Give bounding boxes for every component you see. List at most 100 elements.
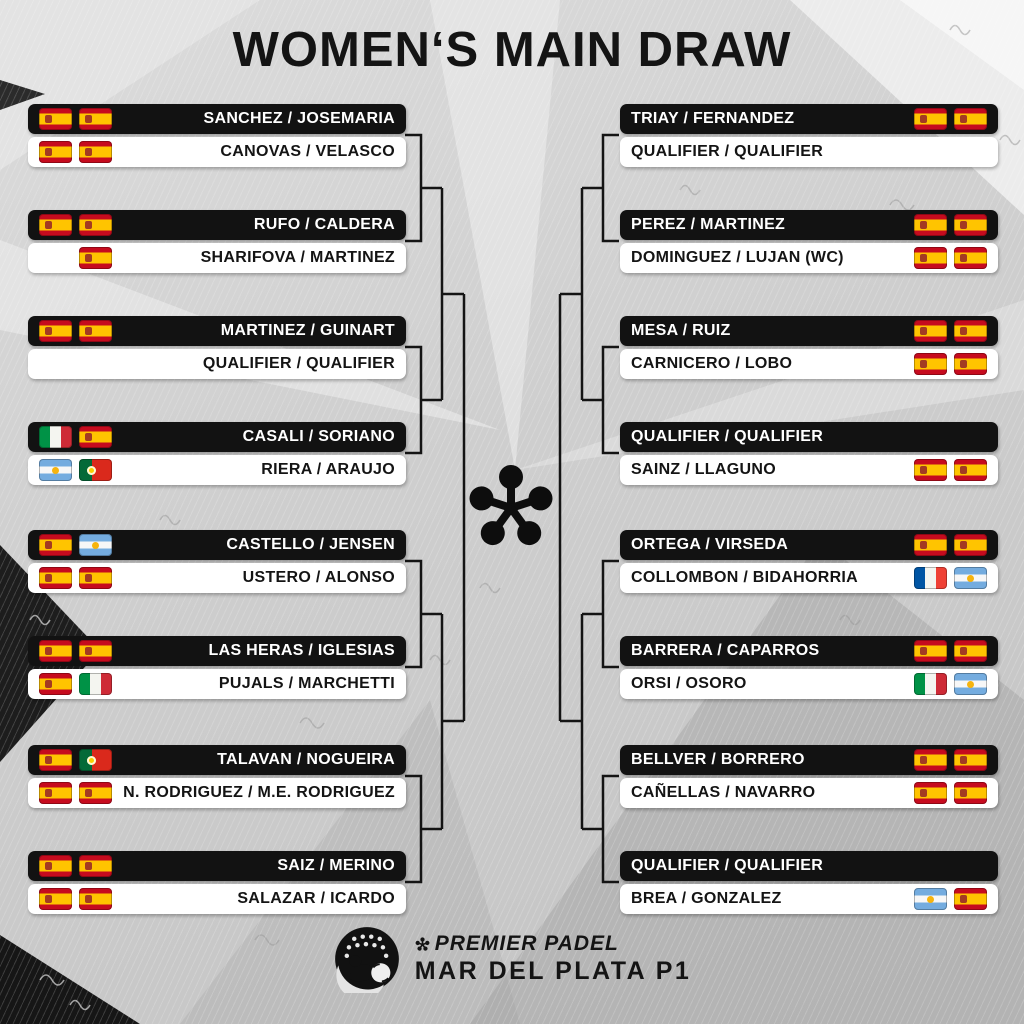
team-flags	[914, 320, 987, 342]
team-row: CASALI / SORIANO	[28, 422, 406, 452]
team-flags	[914, 426, 987, 448]
match-l6: LAS HERAS / IGLESIAS PUJALS / MARCHETTI	[28, 636, 406, 702]
team-name: PEREZ / MARTINEZ	[631, 216, 786, 233]
team-flags	[39, 426, 112, 448]
flag-icon	[79, 426, 112, 448]
match-r8: QUALIFIER / QUALIFIER BREA / GONZALEZ	[620, 851, 998, 917]
sea-lion-padel-ball-logo	[334, 927, 399, 993]
team-name: MARTINEZ / GUINART	[220, 322, 395, 339]
team-flags	[914, 534, 987, 556]
team-flags	[914, 353, 987, 375]
team-name: TRIAY / FERNANDEZ	[631, 110, 795, 127]
flag-icon	[39, 426, 72, 448]
flag-icon	[914, 247, 947, 269]
team-flags	[39, 567, 112, 589]
team-flags	[39, 247, 112, 269]
match-l1: SANCHEZ / JOSEMARIA CANOVAS / VELASCO	[28, 104, 406, 170]
flag-icon	[79, 782, 112, 804]
flag-icon	[914, 673, 947, 695]
match-l2: RUFO / CALDERA SHARIFOVA / MARTINEZ	[28, 210, 406, 276]
flag-icon	[39, 567, 72, 589]
team-row: ORSI / OSORO	[620, 669, 998, 699]
flag-icon	[914, 320, 947, 342]
team-name: ORSI / OSORO	[631, 675, 747, 692]
footer-text: PREMIER PADEL MAR DEL PLATA P1	[415, 932, 692, 986]
match-l7: TALAVAN / NOGUEIRA N. RODRIGUEZ / M.E. R…	[28, 745, 406, 811]
team-flags	[39, 459, 112, 481]
team-flags	[914, 214, 987, 236]
team-name: CARNICERO / LOBO	[631, 355, 793, 372]
team-flags	[914, 782, 987, 804]
team-name: PUJALS / MARCHETTI	[218, 675, 395, 692]
team-name: DOMINGUEZ / LUJAN (WC)	[631, 249, 844, 266]
team-flags	[39, 782, 112, 804]
match-r1: TRIAY / FERNANDEZ QUALIFIER / QUALIFIER	[620, 104, 998, 170]
event-name: MAR DEL PLATA P1	[414, 957, 692, 985]
team-name: USTERO / ALONSO	[242, 569, 395, 586]
team-row: CARNICERO / LOBO	[620, 349, 998, 379]
team-flags	[914, 567, 987, 589]
team-name: BREA / GONZALEZ	[631, 890, 782, 907]
team-row: CAÑELLAS / NAVARRO	[620, 778, 998, 808]
footer: PREMIER PADEL MAR DEL PLATA P1	[0, 925, 1024, 993]
team-row: CASTELLO / JENSEN	[28, 530, 406, 560]
team-name: MESA / RUIZ	[631, 322, 731, 339]
team-row: SAINZ / LLAGUNO	[620, 455, 998, 485]
flag-icon	[954, 247, 987, 269]
match-l5: CASTELLO / JENSEN USTERO / ALONSO	[28, 530, 406, 596]
team-row: RIERA / ARAUJO	[28, 455, 406, 485]
team-name: QUALIFIER / QUALIFIER	[631, 857, 824, 874]
flag-icon	[39, 534, 72, 556]
team-name: COLLOMBON / BIDAHORRIA	[631, 569, 859, 586]
team-row: QUALIFIER / QUALIFIER	[620, 851, 998, 881]
team-flags	[39, 214, 112, 236]
team-flags	[914, 749, 987, 771]
team-row: PEREZ / MARTINEZ	[620, 210, 998, 240]
team-flags	[914, 141, 987, 163]
match-r2: PEREZ / MARTINEZ DOMINGUEZ / LUJAN (WC)	[620, 210, 998, 276]
team-row: TRIAY / FERNANDEZ	[620, 104, 998, 134]
flag-icon	[954, 673, 987, 695]
flag-icon	[39, 640, 72, 662]
team-row: QUALIFIER / QUALIFIER	[620, 137, 998, 167]
team-row: BREA / GONZALEZ	[620, 884, 998, 914]
team-name: LAS HERAS / IGLESIAS	[208, 642, 395, 659]
team-row: SANCHEZ / JOSEMARIA	[28, 104, 406, 134]
team-row: QUALIFIER / QUALIFIER	[28, 349, 406, 379]
team-flags	[39, 320, 112, 342]
flag-icon	[79, 320, 112, 342]
team-row: ORTEGA / VIRSEDA	[620, 530, 998, 560]
team-row: RUFO / CALDERA	[28, 210, 406, 240]
flag-icon	[914, 214, 947, 236]
team-flags	[914, 888, 987, 910]
flag-icon	[914, 749, 947, 771]
team-name: RUFO / CALDERA	[253, 216, 395, 233]
team-name: N. RODRIGUEZ / M.E. RODRIGUEZ	[123, 784, 395, 801]
flag-icon	[39, 888, 72, 910]
team-row: BARRERA / CAPARROS	[620, 636, 998, 666]
team-row: DOMINGUEZ / LUJAN (WC)	[620, 243, 998, 273]
match-r4: QUALIFIER / QUALIFIER SAINZ / LLAGUNO	[620, 422, 998, 488]
flag-icon	[954, 320, 987, 342]
flag-icon	[79, 888, 112, 910]
brand-name: PREMIER PADEL	[434, 932, 619, 955]
flag-icon	[39, 214, 72, 236]
flag-icon	[79, 534, 112, 556]
team-flags	[39, 353, 112, 375]
flag-icon	[954, 782, 987, 804]
team-name: QUALIFIER / QUALIFIER	[631, 143, 824, 160]
team-row: TALAVAN / NOGUEIRA	[28, 745, 406, 775]
flag-icon	[39, 320, 72, 342]
page-title: WOMEN‘S MAIN DRAW	[232, 23, 792, 77]
flag-icon	[79, 214, 112, 236]
team-flags	[39, 673, 112, 695]
team-row: SALAZAR / ICARDO	[28, 884, 406, 914]
match-l4: CASALI / SORIANO RIERA / ARAUJO	[28, 422, 406, 488]
flag-icon	[39, 108, 72, 130]
match-r3: MESA / RUIZ CARNICERO / LOBO	[620, 316, 998, 382]
team-name: QUALIFIER / QUALIFIER	[202, 355, 395, 372]
flag-icon	[914, 782, 947, 804]
team-row: BELLVER / BORRERO	[620, 745, 998, 775]
team-name: SAINZ / LLAGUNO	[631, 461, 776, 478]
